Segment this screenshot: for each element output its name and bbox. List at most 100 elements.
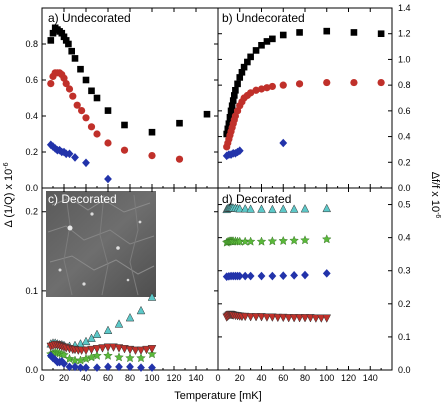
data-point [289, 235, 299, 245]
data-point [76, 363, 85, 372]
data-point [238, 68, 246, 76]
data-point [82, 363, 90, 372]
data-point [229, 97, 237, 104]
y-tick-label: 0.8 [25, 39, 38, 49]
panel-c-series-2 [46, 341, 157, 356]
data-point [71, 55, 79, 62]
y-axis-label-left-main: Δ (1/Q) x 10 [3, 169, 15, 228]
panel-b-series-2 [222, 138, 288, 161]
data-point [47, 37, 55, 44]
data-point [257, 204, 266, 213]
data-point [203, 110, 211, 118]
data-point [267, 236, 278, 246]
y-tick-label: 0.6 [398, 106, 411, 116]
data-point [114, 319, 124, 328]
panel-d-series-1 [221, 234, 332, 247]
data-point [262, 313, 272, 322]
data-point [322, 269, 331, 278]
y-axis-label-left: Δ (1/Q) x 10-6 [3, 162, 15, 227]
data-point [235, 271, 244, 281]
data-point [68, 47, 75, 55]
data-point [82, 114, 90, 122]
x-tick-label: 80 [125, 373, 135, 383]
data-point [47, 80, 55, 88]
panel-d-series-2 [222, 269, 331, 281]
data-point [246, 271, 255, 281]
data-point [104, 174, 112, 184]
data-point [88, 87, 95, 95]
data-point [131, 346, 140, 356]
y-tick-label: 0.4 [398, 132, 411, 142]
data-point [257, 313, 266, 322]
x-tick-label: 100 [319, 373, 334, 383]
x-axis-label: Temperature [mK] [174, 390, 261, 402]
data-point [60, 359, 68, 368]
data-point [104, 362, 112, 372]
data-point [82, 158, 90, 168]
y-axis-label-right: Δf/f x 10-6 [429, 172, 441, 219]
data-point [263, 84, 271, 92]
panel-a-label: a) Undecorated [48, 11, 131, 25]
data-point [226, 113, 234, 121]
data-point [104, 107, 112, 114]
y-tick-label: 0.3 [398, 266, 411, 276]
data-point [148, 128, 156, 136]
data-point [232, 86, 239, 94]
y-tick-label: 0.1 [25, 286, 38, 296]
panel-d-series-3 [222, 310, 332, 323]
panel-d: 0 20 40 60 80 100 120 140 0.0 0.1 0.2 0.3 0.4 0.5 [215, 187, 411, 383]
data-point [236, 74, 244, 81]
data-point [290, 271, 299, 280]
data-point [279, 81, 287, 89]
data-point [247, 89, 255, 97]
data-point [60, 74, 68, 82]
x-tick-label: 0 [215, 373, 220, 383]
data-point [125, 353, 135, 363]
data-point [289, 204, 299, 213]
data-point [258, 41, 265, 49]
data-point [306, 314, 315, 323]
data-point [114, 352, 124, 362]
data-point [224, 125, 232, 133]
data-point [87, 345, 96, 355]
data-point [148, 152, 156, 160]
data-point [93, 363, 101, 372]
data-point [268, 204, 277, 214]
panel-c-series-3 [46, 351, 156, 372]
y-axis-label-right-main: Δf/f x 10 [429, 172, 441, 212]
x-tick-label: 0 [39, 373, 44, 383]
y-tick-label: 0.6 [25, 75, 38, 85]
data-point [296, 29, 303, 36]
data-point [350, 78, 358, 87]
data-point [269, 35, 276, 43]
x-tick-label: 80 [300, 373, 310, 383]
data-point [147, 345, 157, 354]
data-point [73, 101, 81, 109]
data-point [247, 53, 254, 61]
data-point [57, 356, 66, 366]
data-point [64, 353, 75, 363]
data-point [323, 78, 331, 87]
panel-c-series-0 [46, 292, 157, 350]
data-point [279, 271, 288, 280]
data-point [317, 314, 326, 323]
x-tick-label: 40 [81, 373, 91, 383]
data-point [103, 343, 113, 352]
data-point [104, 139, 112, 147]
data-point [278, 204, 288, 213]
x-tick-label: 40 [256, 373, 266, 383]
panel-a: 0.0 0.2 0.4 0.6 0.8 [25, 7, 219, 193]
data-point [278, 313, 288, 323]
data-point [231, 92, 238, 99]
data-point [81, 346, 91, 356]
data-point [87, 123, 96, 131]
data-point [175, 155, 184, 163]
y-tick-label: 0.0 [398, 183, 411, 193]
panel-d-label: d) Decorated [222, 192, 291, 206]
data-point [268, 313, 277, 322]
data-point [268, 271, 277, 281]
data-point [136, 346, 146, 356]
x-tick-label: 140 [188, 373, 203, 383]
data-point [62, 80, 70, 88]
y-tick-label: 0.0 [25, 183, 38, 193]
